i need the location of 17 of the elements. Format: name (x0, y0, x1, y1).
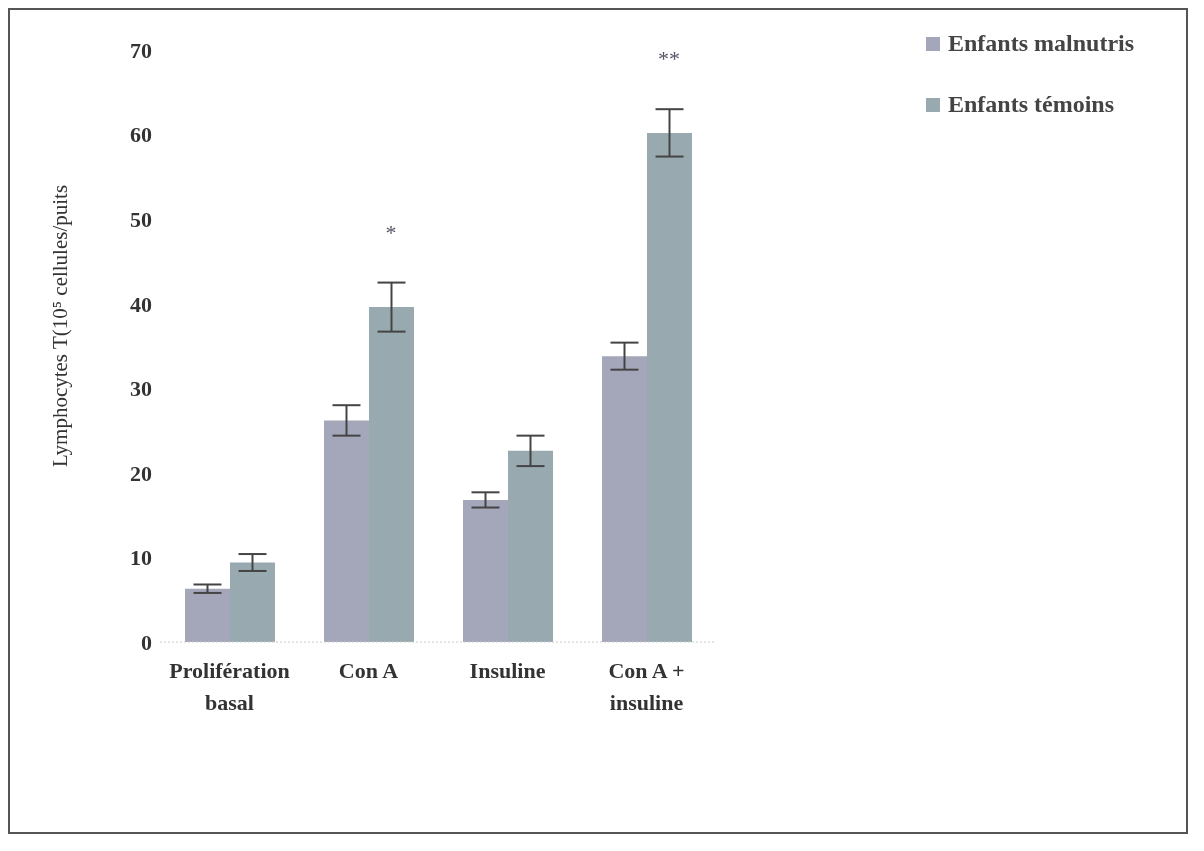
annotation: * (385, 219, 397, 245)
y-tick-label: 60 (130, 122, 152, 148)
y-tick-label: 40 (130, 291, 152, 317)
x-tick-label: Con A + insuline (608, 658, 685, 715)
y-tick-label: 50 (130, 206, 152, 232)
x-tick-label: Insuline (469, 658, 546, 683)
y-axis-title: Lymphocytes T(10⁵ cellules/puits (48, 184, 73, 468)
y-tick-label: 70 (130, 37, 152, 63)
y-tick-label: 20 (130, 460, 152, 486)
x-tick-label: Prolifération basal (169, 658, 290, 715)
y-tick-label: 10 (130, 545, 152, 571)
y-tick-label: 0 (141, 629, 152, 655)
legend-label: Enfants témoins (948, 91, 1115, 118)
annotation: ** (658, 45, 680, 71)
x-tick-label: Con A (338, 658, 399, 683)
y-tick-label: 30 (130, 376, 152, 402)
legend-label: Enfants malnutris (948, 30, 1135, 57)
